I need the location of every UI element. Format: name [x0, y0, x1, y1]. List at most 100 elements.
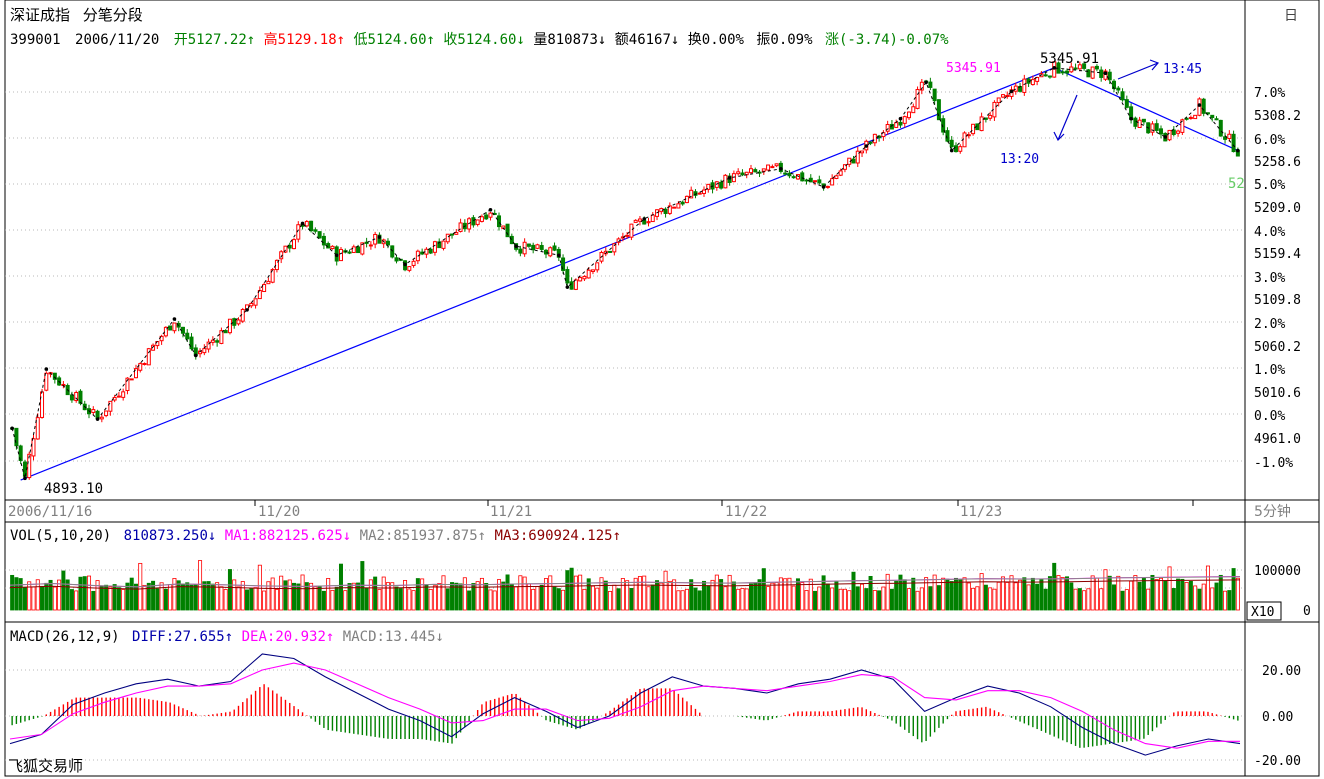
volume-bar[interactable] [450, 582, 455, 611]
volume-bar[interactable] [441, 575, 446, 611]
volume-bar[interactable] [646, 586, 651, 611]
volume-bar[interactable] [573, 575, 578, 611]
candle-body[interactable] [1188, 116, 1193, 119]
candle-body[interactable] [830, 178, 835, 186]
candle-body[interactable] [91, 409, 96, 413]
candle-body[interactable] [676, 203, 681, 209]
volume-bar[interactable] [975, 586, 980, 611]
candle-body[interactable] [180, 326, 185, 334]
volume-bar[interactable] [770, 582, 775, 611]
candle-body[interactable] [1069, 66, 1074, 73]
candle-body[interactable] [129, 378, 134, 381]
candle-body[interactable] [1116, 87, 1121, 91]
candle-body[interactable] [125, 377, 130, 392]
candlesticks[interactable] [10, 61, 1240, 480]
candle-body[interactable] [744, 171, 749, 176]
candle-body[interactable] [531, 244, 536, 251]
volume-bar[interactable] [953, 577, 958, 611]
volume-bar[interactable] [663, 570, 668, 611]
volume-bar[interactable] [69, 589, 74, 611]
candle-body[interactable] [475, 219, 480, 225]
candle-body[interactable] [1210, 114, 1215, 118]
volume-bar[interactable] [629, 588, 634, 611]
volume-bar[interactable] [1231, 568, 1236, 611]
volume-bar[interactable] [761, 568, 766, 611]
volume-bar[interactable] [1227, 590, 1232, 611]
period-label[interactable]: 5分钟 [1254, 503, 1291, 520]
volume-bar[interactable] [543, 578, 548, 611]
volume-bar[interactable] [979, 573, 984, 611]
volume-bar[interactable] [1056, 575, 1061, 611]
volume-bar[interactable] [313, 586, 318, 611]
volume-bar[interactable] [398, 588, 403, 611]
volume-bar[interactable] [394, 586, 399, 611]
volume-bar[interactable] [778, 577, 783, 611]
volume-bar[interactable] [561, 589, 566, 611]
candle-body[interactable] [578, 277, 583, 282]
volume-bar[interactable] [783, 578, 788, 611]
volume-bar[interactable] [603, 580, 608, 611]
candle-body[interactable] [411, 260, 416, 266]
volume-bar[interactable] [283, 580, 288, 611]
candle-body[interactable] [774, 163, 779, 167]
volume-bar[interactable] [168, 584, 173, 611]
candle-body[interactable] [78, 390, 83, 404]
candle-body[interactable] [834, 175, 839, 179]
candle-body[interactable] [266, 280, 271, 285]
volume-bar[interactable] [655, 580, 660, 611]
candle-body[interactable] [1013, 85, 1018, 92]
volume-bar[interactable] [838, 588, 843, 611]
candle-body[interactable] [232, 318, 237, 326]
volume-bar[interactable] [403, 580, 408, 611]
volume-bar[interactable] [185, 582, 190, 611]
volume-bar[interactable] [1141, 577, 1146, 611]
volume-bar[interactable] [1176, 578, 1181, 611]
candle-body[interactable] [432, 241, 437, 253]
volume-bar[interactable] [877, 590, 882, 611]
volume-bar[interactable] [91, 590, 96, 611]
volume-bar[interactable] [915, 590, 920, 611]
volume-bar[interactable] [1205, 565, 1210, 611]
candle-body[interactable] [919, 81, 924, 91]
volume-bar[interactable] [471, 583, 476, 611]
candle-body[interactable] [637, 218, 642, 222]
volume-bar[interactable] [637, 576, 642, 611]
volume-bar[interactable] [787, 577, 792, 611]
candle-body[interactable] [142, 363, 147, 366]
volume-bar[interactable] [1043, 588, 1048, 611]
volume-bar[interactable] [146, 582, 151, 611]
volume-bar[interactable] [889, 588, 894, 611]
volume-bar[interactable] [287, 579, 292, 611]
volume-bar[interactable] [731, 581, 736, 611]
candle-body[interactable] [851, 158, 856, 164]
candle-body[interactable] [1086, 69, 1091, 78]
candle-body[interactable] [988, 114, 993, 119]
volume-bar[interactable] [65, 579, 70, 611]
volume-bar[interactable] [411, 590, 416, 611]
volume-bar[interactable] [608, 590, 613, 611]
volume-bar[interactable] [1099, 588, 1104, 611]
volume-bar[interactable] [1154, 579, 1159, 611]
candle-body[interactable] [608, 250, 613, 253]
volume-bar[interactable] [133, 583, 138, 611]
candle-body[interactable] [889, 123, 894, 130]
volume-bar[interactable] [1197, 588, 1202, 611]
volume-bar[interactable] [99, 585, 104, 611]
candle-body[interactable] [497, 215, 502, 228]
volume-bar[interactable] [420, 578, 425, 611]
volume-bar[interactable] [710, 579, 715, 611]
candle-body[interactable] [202, 348, 207, 354]
volume-bar[interactable] [1018, 579, 1023, 611]
candle-body[interactable] [172, 322, 177, 332]
candle-body[interactable] [1094, 65, 1099, 70]
volume-bar[interactable] [202, 581, 207, 611]
candle-body[interactable] [1201, 98, 1206, 114]
volume-bar[interactable] [599, 577, 604, 611]
candle-body[interactable] [445, 233, 450, 243]
candle-body[interactable] [915, 89, 920, 109]
candle-body[interactable] [219, 330, 224, 344]
volume-bar[interactable] [578, 574, 583, 611]
volume-bar[interactable] [612, 584, 617, 611]
candle-body[interactable] [629, 223, 634, 238]
volume-bar[interactable] [155, 588, 160, 611]
